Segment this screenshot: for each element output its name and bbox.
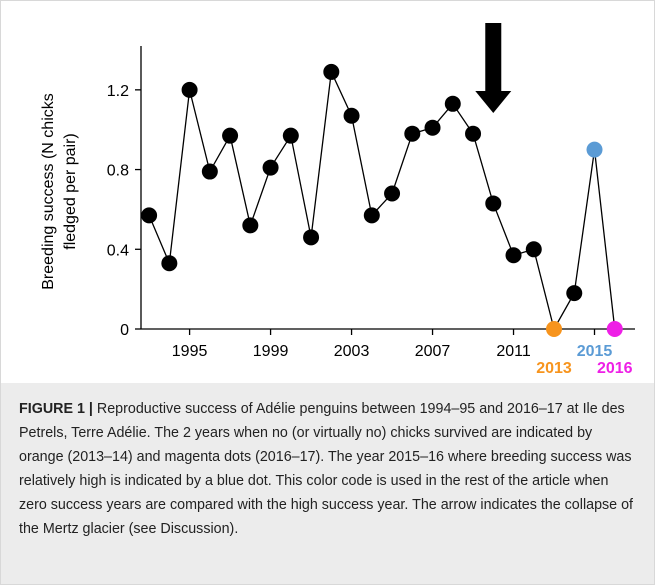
y-tick-label: 0.8 <box>107 163 129 180</box>
caption-label: FIGURE 1 | <box>19 401 93 417</box>
data-point <box>384 185 401 202</box>
data-point <box>444 95 461 112</box>
data-point <box>343 107 360 124</box>
data-point <box>282 127 299 144</box>
data-point <box>485 195 502 212</box>
arrow <box>475 23 512 113</box>
data-point <box>586 141 603 158</box>
data-point <box>566 285 583 302</box>
data-point <box>222 127 239 144</box>
data-point <box>242 217 259 234</box>
data-point <box>525 241 542 258</box>
y-axis-label: Breeding success (N chicks <box>40 93 57 290</box>
data-point <box>505 247 522 264</box>
caption-text: Reproductive success of Adélie penguins … <box>19 401 634 537</box>
data-point <box>363 207 380 224</box>
highlight-year-label: 2016 <box>597 360 633 377</box>
y-tick-label: 1.2 <box>107 83 129 100</box>
x-tick-label: 2007 <box>415 343 451 360</box>
data-point <box>424 119 441 136</box>
chart: 0 0.4 0.8 1.2 1995 1999 2003 2007 2011 2013 201520… <box>40 23 635 377</box>
y-axis-label: fledged per pair) <box>62 133 79 250</box>
caption: FIGURE 1 | Reproductive success of Adéli… <box>1 383 654 584</box>
data-point <box>404 125 421 142</box>
highlight-year-label: 2015 <box>577 343 613 360</box>
x-tick-label: 1999 <box>253 343 289 360</box>
x-tick-label: 2003 <box>334 343 370 360</box>
data-point <box>303 229 320 246</box>
highlight-year-label: 2013 <box>536 360 572 377</box>
y-tick-label: 0.4 <box>107 242 129 259</box>
x-tick-label: 1995 <box>172 343 208 360</box>
x-tick-label: 2011 <box>496 343 531 360</box>
data-point <box>141 207 158 224</box>
data-line <box>148 69 616 331</box>
data-point <box>161 255 178 272</box>
data-point <box>465 125 482 142</box>
data-point <box>323 63 340 80</box>
data-point <box>546 321 563 337</box>
data-point <box>181 81 198 98</box>
y-tick-label: 0 <box>120 322 129 339</box>
data-point <box>201 163 218 180</box>
data-point <box>262 159 279 176</box>
data-point <box>606 321 623 337</box>
